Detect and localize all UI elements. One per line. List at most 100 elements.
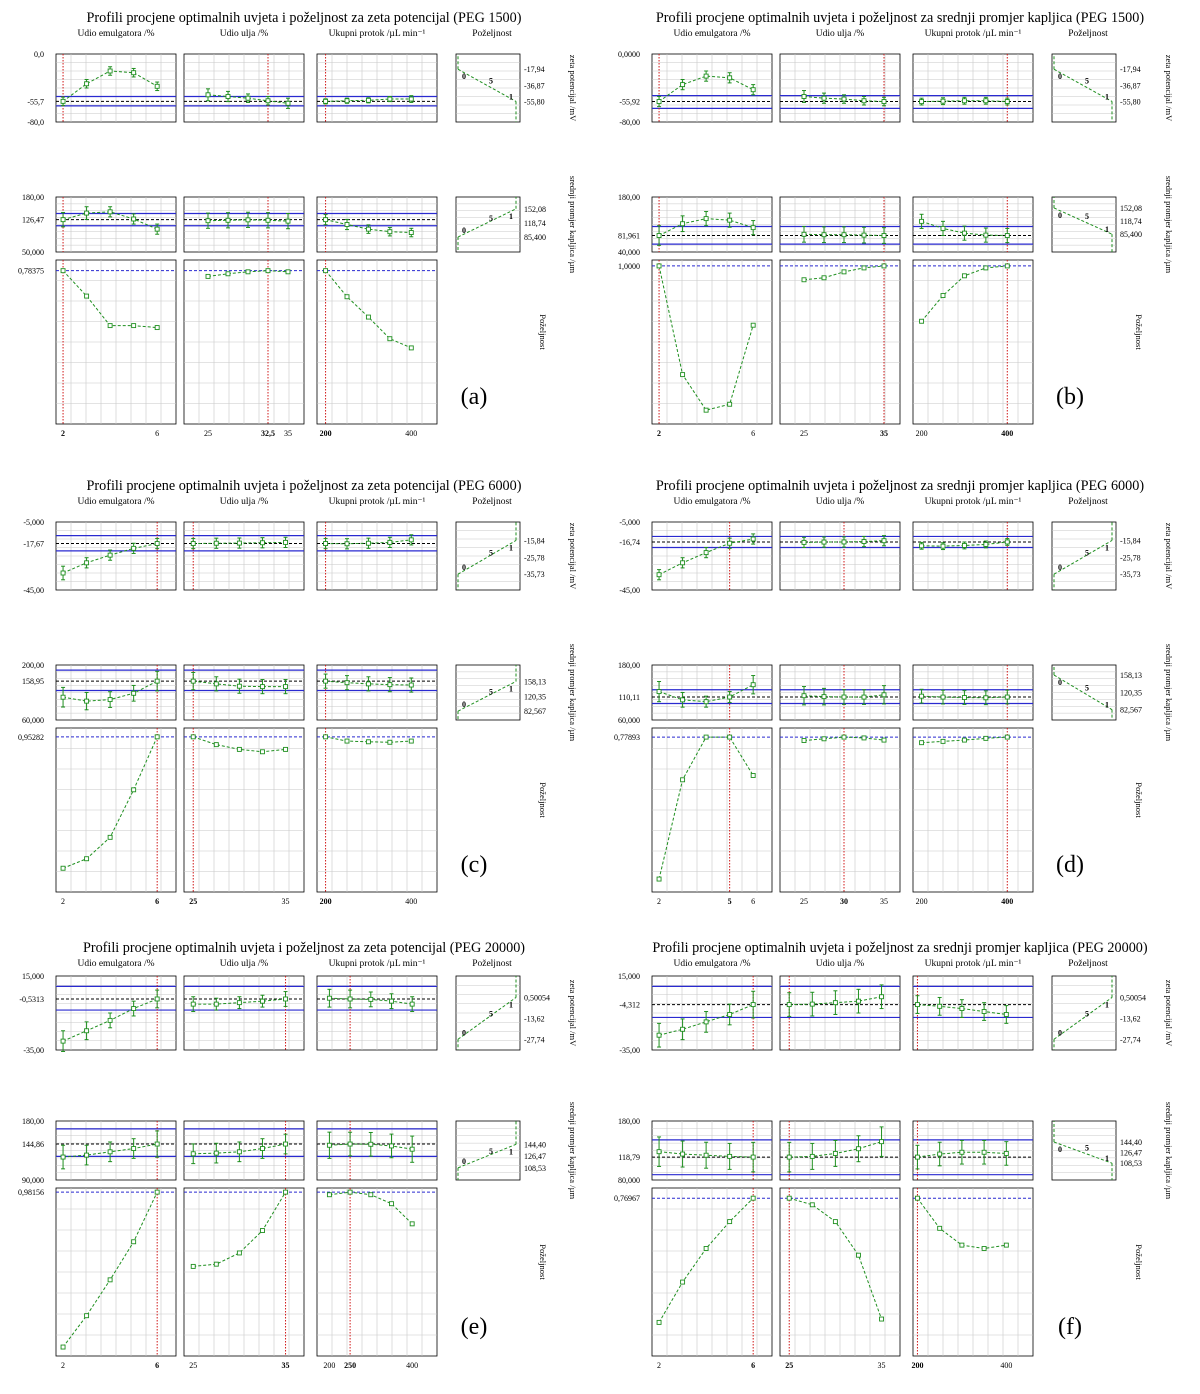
data-point [821,275,827,281]
x-tick-label: 35 [282,1361,290,1370]
response-tick-label: -35,73 [524,570,545,579]
data-point [326,1142,332,1148]
data-point [326,995,332,1001]
data-point [283,684,288,690]
response-tick-label: 118,74 [524,219,546,228]
data-point [961,98,967,104]
data-point [368,1192,374,1198]
data-point [368,1141,374,1147]
x-tick-label: 32,5 [261,429,275,438]
desirability-line [457,1143,517,1169]
data-point [801,231,807,237]
y-tick-label: 15,000 [22,972,44,981]
x-tick-label: 200 [916,429,928,438]
data-point [323,98,329,104]
desirability-mark: 0 [462,72,466,81]
y-tick-label: -5,000 [619,518,640,527]
data-point [347,996,353,1002]
data-point [190,1263,196,1269]
data-point [680,560,686,566]
response-tick-label: 0,50054 [524,993,550,1002]
data-point [919,693,925,699]
data-point [801,94,807,99]
x-tick-label: 6 [155,1361,159,1370]
data-point [832,1000,838,1006]
x-tick-label: 6 [751,429,755,438]
response-tick-label: 126,47 [1120,1149,1142,1158]
column-header: Ukupni protok /µL min⁻¹ [329,29,426,39]
panel-letter: (f) [1058,1314,1082,1340]
data-point [703,216,709,222]
x-tick-label: 400 [1001,429,1013,438]
column-header: Ukupni protok /µL min⁻¹ [329,497,426,507]
data-point [1004,694,1010,700]
data-point [205,273,211,279]
response-tick-label: 108,53 [1120,1159,1142,1168]
data-point [131,690,137,696]
y-tick-label: -80,00 [619,118,640,127]
data-point [861,694,867,700]
x-tick-label: 25 [204,429,212,438]
data-point [323,268,329,274]
data-point [107,1017,113,1023]
data-point [983,735,989,741]
data-point [283,996,288,1002]
data-point [236,540,242,546]
column-header: Udio emulgatora /% [77,959,154,969]
response-tick-label: -15,84 [1120,536,1141,545]
data-point [60,694,66,700]
data-point [213,1261,219,1267]
x-tick-label: 25 [800,897,808,906]
data-point [914,1002,920,1008]
data-point [409,1146,415,1152]
x-tick-label: 250 [344,1361,356,1370]
y-tick-label: -35,00 [619,1046,640,1055]
response-axis-label: zeta potencijal /mV [568,980,578,1047]
panel-title: Profili procjene optimalnih uvjeta i pož… [656,478,1144,494]
data-point [881,233,887,238]
profile-line [921,220,1008,237]
x-tick-label: 400 [405,429,417,438]
x-tick-label: 2 [657,897,661,906]
data-point [60,1038,66,1044]
x-tick-label: 35 [878,1361,886,1370]
data-point [856,1146,861,1152]
response-tick-label: -27,74 [524,1035,545,1044]
x-tick-label: 6 [751,1361,755,1370]
desirability-mark: 1 [1105,92,1109,101]
data-point [60,98,66,104]
desirability-mark: 1 [509,92,513,101]
data-point [365,681,371,687]
data-point [919,318,925,324]
data-point [786,1154,792,1160]
response-axis-label: srednji promjer kapljica /µm [1164,644,1174,742]
y-tick-label: 1,0000 [618,262,640,271]
desirability-line [457,681,517,712]
data-point [387,739,393,745]
data-point [213,1150,219,1156]
desirability-axis-label: Poželjnost [538,1244,548,1280]
data-point [881,538,887,544]
data-point [750,87,756,93]
desirability-line [1053,539,1113,575]
data-point [190,678,196,684]
data-point [131,787,137,793]
data-point [408,96,414,102]
column-header: Udio ulja /% [816,959,865,969]
data-point [131,545,137,551]
data-point [914,1195,920,1201]
data-point [703,550,709,556]
response-tick-label: -25,78 [524,553,545,562]
desirability-line [457,68,517,102]
desirability-axis-label: Poželjnost [1134,1244,1144,1280]
y-tick-label: 110,11 [619,693,640,702]
y-tick-label: -5,000 [23,518,44,527]
desirability-mark: 1 [1105,1154,1109,1163]
column-header: Ukupni protok /µL min⁻¹ [925,497,1022,507]
data-point [981,1246,987,1251]
panel-d: Profili procjene optimalnih uvjeta i pož… [614,478,1174,906]
data-point [84,81,90,87]
data-point [727,401,733,407]
column-header: Poželjnost [1068,29,1108,39]
